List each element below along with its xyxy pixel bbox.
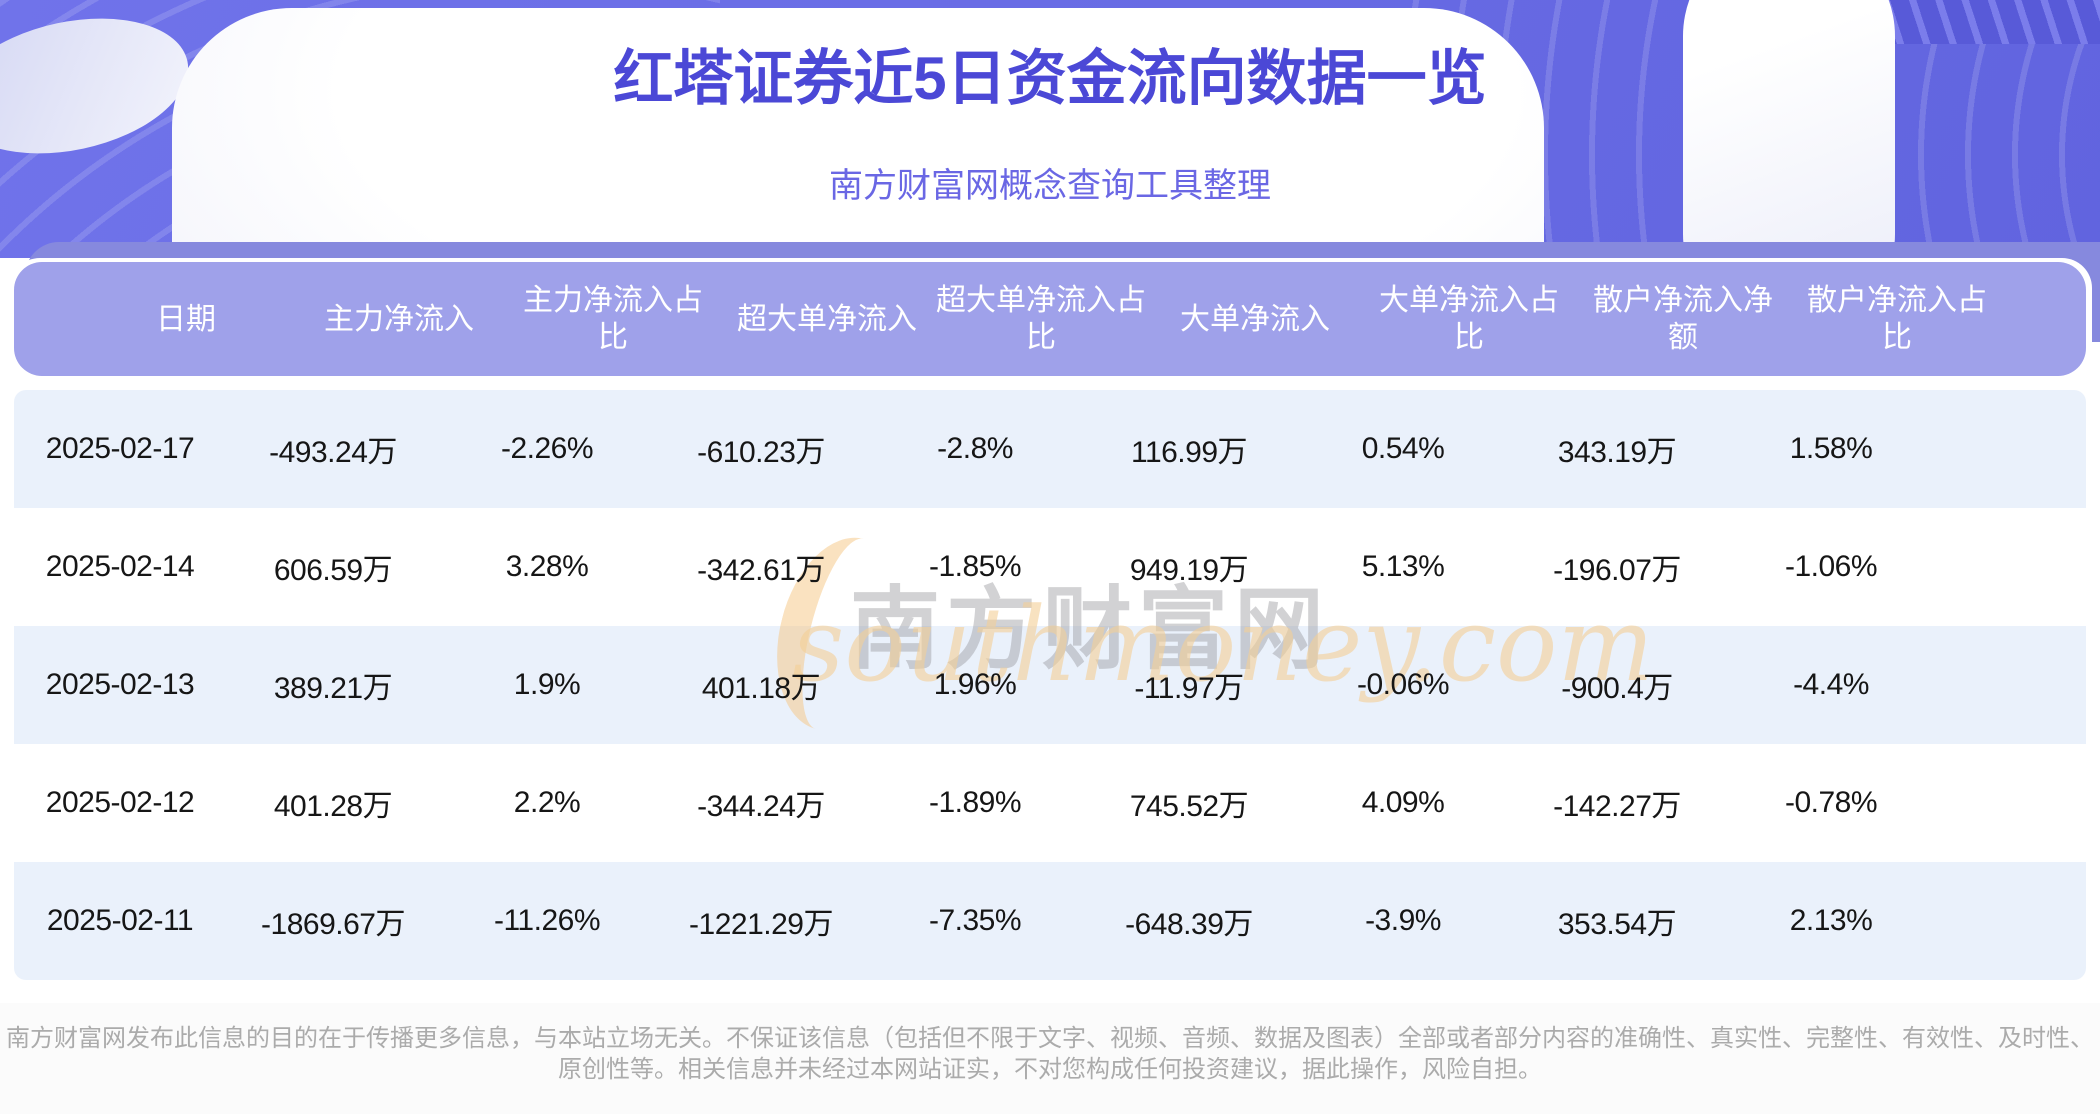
table-cell: 389.21万 — [273, 672, 393, 705]
table-cell: 606.59万 — [273, 554, 393, 587]
table-row: 2025-02-12 401.28万 2.2% -344.24万 -1.89% … — [14, 744, 2086, 862]
table-cell: -3.9% — [1365, 904, 1441, 937]
banner-blob-decoration — [1683, 0, 1895, 258]
table-cell: 401.18万 — [701, 672, 821, 705]
table-row: 2025-02-14 606.59万 3.28% -342.61万 -1.85%… — [14, 508, 2086, 626]
table-cell: 949.19万 — [1129, 554, 1249, 587]
table-cell: 2025-02-17 — [45, 432, 195, 465]
table-cell: 1.58% — [1789, 432, 1873, 465]
table-cell: -11.97万 — [1134, 672, 1244, 705]
table-cell: -1.89% — [928, 786, 1022, 819]
table-header-cell: 散户净流入占 比 — [1807, 284, 1987, 354]
table-cell: -196.07万 — [1553, 554, 1681, 587]
table-header-cell: 主力净流入占 比 — [523, 284, 703, 354]
table-cell: 0.54% — [1361, 432, 1445, 465]
table-cell: -0.06% — [1356, 668, 1450, 701]
table-header-cell: 大单净流入占 比 — [1379, 284, 1559, 354]
table-cell: 401.28万 — [273, 790, 393, 823]
table-cell: -648.39万 — [1125, 908, 1253, 941]
table-header-cell: 散户净流入净 额 — [1593, 284, 1773, 354]
table-header-cells: 日期 主力净流入 主力净流入占 比 超大单净流入 超大单净流入占 比 大单净流入… — [80, 262, 2086, 376]
table-cell: -2.8% — [937, 432, 1013, 465]
table-row: 2025-02-11 -1869.67万 -11.26% -1221.29万 -… — [14, 862, 2086, 980]
table-cell: -11.26% — [493, 904, 601, 937]
table-cell: 2.2% — [513, 786, 581, 819]
table-cell: -900.4万 — [1561, 672, 1673, 705]
table-header-row: 日期 主力净流入 主力净流入占 比 超大单净流入 超大单净流入占 比 大单净流入… — [14, 262, 2086, 376]
table-cell: 343.19万 — [1557, 436, 1677, 469]
table-cell: -344.24万 — [697, 790, 825, 823]
table-cell: 353.54万 — [1557, 908, 1677, 941]
table-cell: -7.35% — [928, 904, 1022, 937]
table-cell: 2025-02-13 — [45, 668, 195, 701]
table-cell: 745.52万 — [1129, 790, 1249, 823]
table-cell: 1.96% — [933, 668, 1017, 701]
table-cell: -493.24万 — [269, 436, 397, 469]
footer: 南方财富网发布此信息的目的在于传播更多信息，与本站立场无关。不保证该信息（包括但… — [0, 1003, 2100, 1114]
table-cell: -142.27万 — [1553, 790, 1681, 823]
disclaimer-text: 南方财富网发布此信息的目的在于传播更多信息，与本站立场无关。不保证该信息（包括但… — [6, 1025, 2094, 1083]
table-cell: 4.09% — [1361, 786, 1445, 819]
table-cell: 2025-02-12 — [45, 786, 195, 819]
table-cell: -0.78% — [1784, 786, 1878, 819]
table-cell: 1.9% — [513, 668, 581, 701]
table-cell: 2025-02-14 — [45, 550, 195, 583]
table-cell: 2.13% — [1789, 904, 1873, 937]
table-cell: -610.23万 — [697, 436, 825, 469]
table-cell: -1.06% — [1784, 550, 1878, 583]
banner — [0, 0, 2100, 258]
table-header-cell: 主力净流入 — [324, 302, 474, 336]
table-body: 2025-02-17 -493.24万 -2.26% -610.23万 -2.8… — [14, 390, 2086, 980]
table-header-cell: 超大单净流入占 比 — [936, 284, 1146, 354]
banner-stripes-decoration — [1878, 0, 2100, 44]
table-cell: -2.26% — [500, 432, 594, 465]
table-cell: -1.85% — [928, 550, 1022, 583]
table-cell: -342.61万 — [697, 554, 825, 587]
table-cell: 5.13% — [1361, 550, 1445, 583]
table-header-cell: 超大单净流入 — [737, 302, 917, 336]
table-cell: -1869.67万 — [261, 908, 405, 941]
table-cell: 2025-02-11 — [46, 904, 194, 937]
page-subtitle: 南方财富网概念查询工具整理 — [829, 167, 1271, 205]
table-header-cell: 日期 — [156, 302, 216, 336]
table-cell: 116.99万 — [1130, 436, 1248, 469]
table-row: 2025-02-13 389.21万 1.9% 401.18万 1.96% -1… — [14, 626, 2086, 744]
table-header-cell: 大单净流入 — [1180, 302, 1330, 336]
table-cell: -4.4% — [1793, 668, 1869, 701]
table-cell: -1221.29万 — [689, 908, 833, 941]
page-title: 红塔证券近5日资金流向数据一览 — [613, 45, 1487, 112]
table-row: 2025-02-17 -493.24万 -2.26% -610.23万 -2.8… — [14, 390, 2086, 508]
table-row-stripes — [14, 390, 2086, 980]
banner-title-panel — [172, 8, 1544, 258]
table-cell: 3.28% — [505, 550, 589, 583]
